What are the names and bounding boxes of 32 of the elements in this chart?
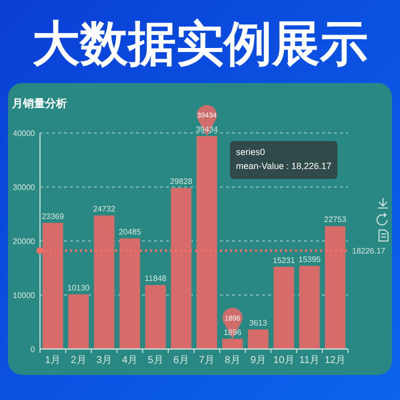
ref-label: 18226.17 (352, 246, 386, 256)
y-tick-label: 0 (30, 345, 35, 354)
data-label: 29828 (170, 176, 192, 186)
data-label: 23369 (42, 212, 64, 221)
tooltip-text: mean-Value : 18,226.17 (236, 161, 332, 171)
x-tick-label: 5月 (148, 355, 164, 366)
y-tick-label: 30000 (12, 183, 35, 192)
data-label: 24732 (93, 204, 116, 214)
y-tick-label: 40000 (12, 129, 35, 138)
y-tick-label: 10000 (12, 291, 35, 300)
data-label: 11848 (144, 274, 166, 284)
x-tick-label: 8月 (224, 355, 240, 366)
subtitle: 月销量分析 (12, 98, 67, 110)
data-label: 22753 (324, 215, 346, 224)
x-tick-label: 11月 (299, 355, 320, 366)
y-tick-label: 20000 (12, 237, 35, 246)
x-tick-label: 2月 (70, 355, 86, 366)
tooltip-text: series0 (236, 147, 266, 157)
data-label: 15231 (272, 256, 295, 265)
x-tick-label: 12月 (324, 355, 346, 366)
x-tick-label: 1月 (45, 355, 61, 366)
data-label: 3613 (249, 318, 268, 328)
x-tick-label: 3月 (96, 355, 112, 366)
data-label: 10130 (67, 283, 90, 292)
data-label: 15395 (298, 254, 321, 264)
x-tick-label: 9月 (250, 355, 266, 366)
title: 大数据实例展示 (32, 18, 368, 71)
x-tick-label: 7月 (199, 355, 215, 366)
data-label: 20485 (118, 227, 141, 236)
x-tick-label: 6月 (173, 355, 189, 366)
x-tick-label: 10月 (273, 355, 294, 366)
x-tick-label: 4月 (122, 355, 138, 366)
